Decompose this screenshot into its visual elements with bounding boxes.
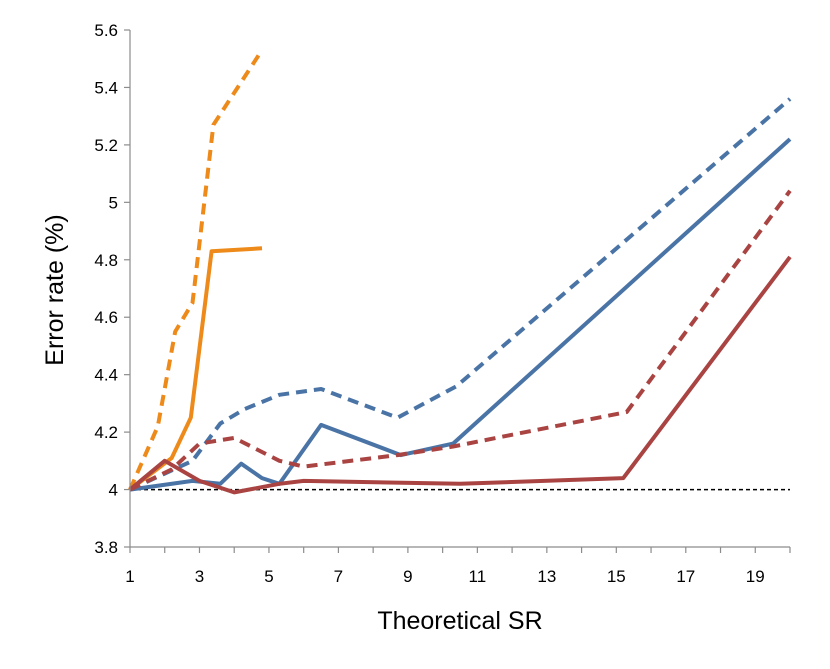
x-tick-label: 5 <box>264 567 273 586</box>
axes-layer <box>129 30 790 548</box>
ticks-layer: 3.844.24.44.64.855.25.45.61 3 5 7 9 11 13 15 17 1… <box>94 21 791 586</box>
series-line-red-dashed <box>129 189 792 492</box>
x-tick-label: 15 <box>607 567 626 586</box>
x-tick-label: 17 <box>676 567 695 586</box>
series-line-blue-dashed <box>129 97 792 492</box>
series-line-orange-dashed <box>128 49 264 491</box>
y-tick-label: 4.2 <box>94 423 118 442</box>
x-axis-title: Theoretical SR <box>377 607 542 635</box>
series-layer <box>128 49 792 495</box>
x-tick-label: 13 <box>537 567 556 586</box>
x-tick-label: 19 <box>746 567 765 586</box>
y-tick-label: 3.8 <box>94 538 118 557</box>
y-tick-label: 4.6 <box>94 308 118 327</box>
y-tick-label: 5.4 <box>94 78 118 97</box>
y-tick-label: 5 <box>109 193 118 212</box>
x-tick-label: 9 <box>403 567 412 586</box>
x-tick-label: 1 <box>125 567 134 586</box>
y-tick-label: 5.6 <box>94 21 118 40</box>
y-tick-label: 5.2 <box>94 136 118 155</box>
x-tick-label: 3 <box>195 567 204 586</box>
y-tick-label: 4.4 <box>94 366 118 385</box>
x-tick-label: 11 <box>469 567 487 586</box>
y-tick-label: 4 <box>109 481 118 500</box>
y-tick-label: 4.8 <box>94 251 118 270</box>
y-axis-title: Error rate (%) <box>41 214 69 365</box>
series-line-red-solid <box>128 255 792 495</box>
x-tick-label: 7 <box>334 567 343 586</box>
